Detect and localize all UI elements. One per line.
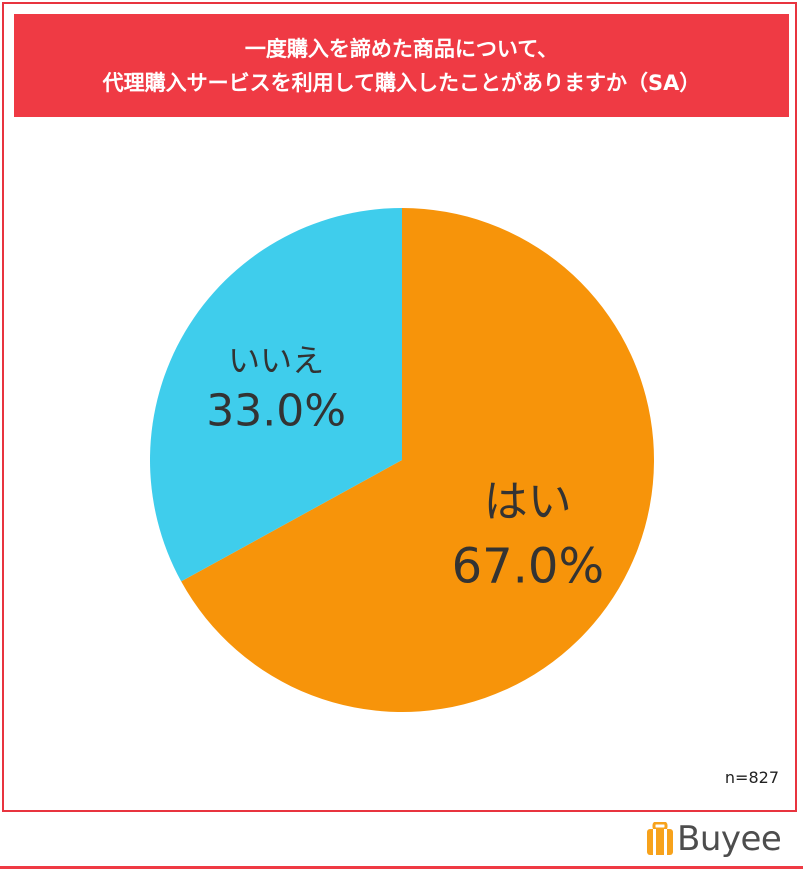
- pie-slice-1: [181, 208, 654, 712]
- chart-title-line1: 一度購入を諦めた商品について、: [244, 36, 559, 61]
- chart-title-line2: 代理購入サービスを利用して購入したことがありますか（SA）: [102, 70, 701, 95]
- pie-slice-2: [149, 208, 402, 582]
- suitcase-icon: [647, 822, 673, 855]
- pie-slice-value-2: 33.0%: [206, 386, 346, 437]
- chart-title: 一度購入を諦めた商品について、 代理購入サービスを利用して購入したことがあります…: [14, 14, 789, 117]
- pie-slice-value-1: 67.0%: [452, 538, 604, 594]
- sample-size-label: n=827: [724, 768, 779, 787]
- bottom-rule: [0, 866, 803, 869]
- pie-slice-label-2: いいえ: [228, 342, 324, 380]
- buyee-logo: Buyee: [645, 819, 782, 859]
- pie-slice-label-1: はい: [484, 476, 572, 527]
- logo-text: Buyee: [677, 819, 782, 859]
